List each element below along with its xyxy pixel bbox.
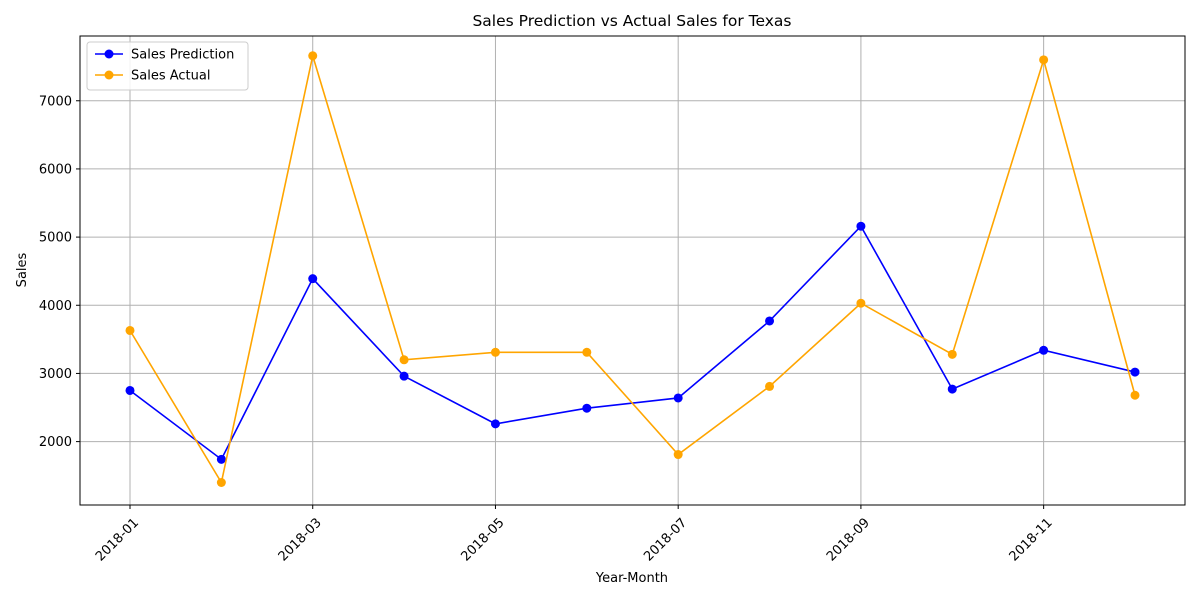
x-tick-label: 2018-11 (1007, 515, 1056, 564)
legend-box (86, 41, 249, 91)
x-tick-label: 2018-01 (93, 515, 142, 564)
y-tick-label: 2000 (39, 435, 72, 450)
data-point (399, 355, 409, 365)
x-tick-label: 2018-07 (641, 515, 690, 564)
legend-marker-prediction (104, 49, 114, 59)
y-tick-label: 5000 (39, 231, 72, 246)
series-1 (125, 51, 1140, 488)
data-point (1039, 345, 1049, 355)
y-axis-ticks: 2000 3000 4000 5000 6000 7000 (39, 94, 80, 450)
x-tick-label: 2018-09 (824, 515, 873, 564)
data-point (125, 325, 135, 335)
data-point (308, 274, 318, 284)
data-point (1130, 367, 1140, 377)
x-axis-label: Year-Month (595, 571, 668, 586)
data-point (399, 371, 409, 381)
data-point (673, 450, 683, 460)
data-point (947, 349, 957, 359)
data-point (216, 454, 226, 464)
x-tick-label: 2018-05 (458, 515, 507, 564)
y-tick-label: 4000 (39, 299, 72, 314)
data-point (947, 384, 957, 394)
series-0 (125, 221, 1140, 464)
chart-title: Sales Prediction vs Actual Sales for Tex… (472, 12, 791, 30)
series-layer (125, 51, 1140, 488)
data-point (856, 221, 866, 231)
data-point (216, 478, 226, 488)
data-point (582, 347, 592, 357)
legend-label-actual: Sales Actual (131, 69, 210, 84)
data-point (1039, 55, 1049, 65)
y-axis-label: Sales (15, 252, 30, 287)
series-line (129, 55, 1136, 485)
data-point (490, 419, 500, 429)
legend-marker-actual (104, 70, 114, 80)
data-point (582, 403, 592, 413)
y-tick-label: 7000 (39, 94, 72, 109)
data-point (765, 381, 775, 391)
x-tick-label: 2018-03 (276, 515, 325, 564)
plot-frame (79, 35, 1186, 506)
x-axis-ticks: 2018-01 2018-03 2018-05 2018-07 2018-09 2018-… (93, 505, 1056, 564)
data-point (856, 298, 866, 308)
data-point (765, 316, 775, 326)
data-point (125, 385, 135, 395)
legend-label-prediction: Sales Prediction (131, 48, 234, 63)
y-tick-label: 6000 (39, 162, 72, 177)
data-point (490, 347, 500, 357)
y-tick-label: 3000 (39, 367, 72, 382)
grid (80, 36, 1185, 505)
data-point (308, 51, 318, 61)
legend: Sales Prediction Sales Actual (86, 41, 249, 91)
data-point (1130, 390, 1140, 400)
series-line (129, 224, 1136, 461)
data-point (673, 393, 683, 403)
